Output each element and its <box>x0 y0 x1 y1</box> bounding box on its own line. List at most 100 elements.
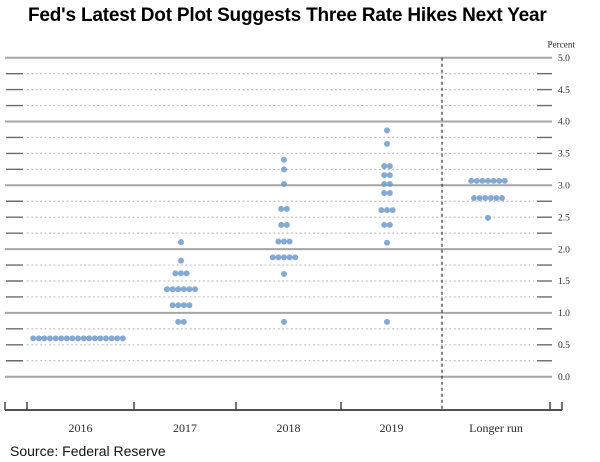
chart-title: Fed's Latest Dot Plot Suggests Three Rat… <box>28 5 547 26</box>
dot <box>501 177 508 184</box>
dot <box>278 205 285 212</box>
dot <box>381 189 388 196</box>
dot <box>186 302 193 309</box>
dot <box>381 221 388 228</box>
dot <box>63 335 70 342</box>
dot <box>86 335 93 342</box>
x-axis-label: 2017 <box>173 421 197 435</box>
dot <box>275 238 282 245</box>
dot <box>281 181 287 188</box>
dot <box>80 335 87 342</box>
dot <box>178 270 184 277</box>
dot <box>180 318 187 325</box>
dot <box>281 238 287 245</box>
y-axis-title: Percent <box>547 40 575 50</box>
x-axis-label: 2018 <box>277 421 301 435</box>
dot <box>283 221 290 228</box>
y-axis-label: 5.0 <box>558 54 570 64</box>
dot <box>386 221 393 228</box>
dot <box>471 195 477 202</box>
dot <box>485 214 491 221</box>
dot <box>482 195 489 202</box>
y-axis-label: 2.0 <box>558 245 570 255</box>
dot <box>183 270 190 277</box>
dot <box>479 177 486 184</box>
y-axis-label: 1.0 <box>558 309 570 319</box>
dot <box>476 195 483 202</box>
dot <box>69 335 76 342</box>
dot <box>108 335 115 342</box>
dot <box>281 254 287 261</box>
dot <box>281 156 287 163</box>
dot <box>175 286 182 293</box>
y-axis-label: 3.5 <box>558 150 570 160</box>
dot <box>386 189 393 196</box>
dot <box>286 254 293 261</box>
dot <box>97 335 104 342</box>
dot <box>275 254 282 261</box>
dot <box>103 335 109 342</box>
y-axis-label: 0.5 <box>558 341 570 351</box>
dot <box>269 254 276 261</box>
dot <box>499 195 505 202</box>
dot <box>496 177 503 184</box>
dot <box>47 335 53 342</box>
dot <box>384 318 390 325</box>
y-axis-label: 1.5 <box>558 277 570 287</box>
dot <box>384 207 390 214</box>
dot <box>180 302 187 309</box>
dot <box>180 286 187 293</box>
dot <box>192 286 198 293</box>
dot <box>381 181 388 188</box>
y-axis-label: 0.0 <box>558 373 570 383</box>
dot <box>487 195 494 202</box>
dot <box>172 270 179 277</box>
dot <box>490 177 497 184</box>
dot <box>485 177 491 184</box>
x-axis-label: Longer run <box>469 421 523 435</box>
dot <box>473 177 480 184</box>
y-axis-label: 4.5 <box>558 86 570 96</box>
dot <box>281 270 287 277</box>
dot <box>119 335 126 342</box>
dot <box>281 166 287 173</box>
dot <box>378 207 385 214</box>
dot <box>35 335 42 342</box>
dot <box>169 302 176 309</box>
dot <box>468 177 475 184</box>
dot <box>75 335 81 342</box>
dot <box>52 335 59 342</box>
dot <box>384 239 390 246</box>
dot <box>493 195 500 202</box>
y-axis-label: 2.5 <box>558 213 570 223</box>
dot <box>169 286 176 293</box>
dot <box>178 239 184 246</box>
dot <box>91 335 98 342</box>
dot <box>164 286 170 293</box>
y-axis-label: 4.0 <box>558 118 570 128</box>
dot <box>389 207 396 214</box>
dot <box>292 254 299 261</box>
dot <box>386 163 393 170</box>
dot <box>384 140 390 147</box>
dot <box>178 257 184 264</box>
x-axis-label: 2019 <box>380 421 404 435</box>
x-axis-label: 2016 <box>69 421 93 435</box>
dot <box>186 286 193 293</box>
dot <box>175 318 182 325</box>
dot <box>58 335 65 342</box>
dot <box>175 302 182 309</box>
dot <box>281 318 287 325</box>
dot <box>381 163 388 170</box>
dot <box>384 127 390 134</box>
dot <box>386 181 393 188</box>
dot <box>283 205 290 212</box>
dot <box>114 335 121 342</box>
dot <box>386 172 393 179</box>
source-note: Source: Federal Reserve <box>10 443 166 459</box>
y-axis-label: 3.0 <box>558 182 570 192</box>
dot <box>41 335 48 342</box>
dot <box>381 172 388 179</box>
